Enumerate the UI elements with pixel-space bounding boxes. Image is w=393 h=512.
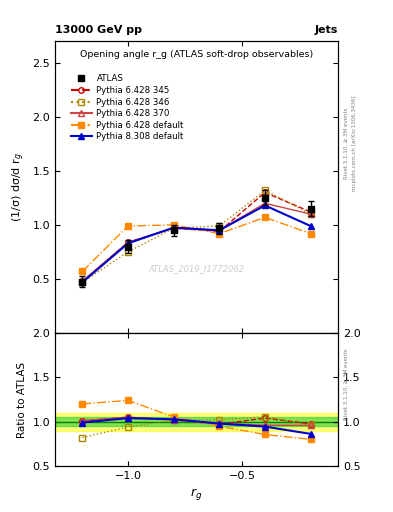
Y-axis label: (1/σ) dσ/d r$_g$: (1/σ) dσ/d r$_g$ [11,152,27,222]
Text: Rivet 3.1.10, ≥ 3M events: Rivet 3.1.10, ≥ 3M events [344,348,349,420]
Bar [55,417,338,426]
Bar [55,413,338,431]
X-axis label: r$_g$: r$_g$ [190,486,203,502]
Text: 13000 GeV pp: 13000 GeV pp [55,25,142,35]
Text: Rivet 3.1.10, ≥ 3M events: Rivet 3.1.10, ≥ 3M events [344,108,349,179]
Legend: ATLAS, Pythia 6.428 345, Pythia 6.428 346, Pythia 6.428 370, Pythia 6.428 defaul: ATLAS, Pythia 6.428 345, Pythia 6.428 34… [71,74,184,141]
Text: Jets: Jets [315,25,338,35]
Text: Opening angle r_g (ATLAS soft-drop observables): Opening angle r_g (ATLAS soft-drop obser… [80,50,313,59]
Text: mcplots.cern.ch [arXiv:1306.3436]: mcplots.cern.ch [arXiv:1306.3436] [352,96,357,191]
Text: ATLAS_2019_I1772062: ATLAS_2019_I1772062 [149,264,244,273]
Y-axis label: Ratio to ATLAS: Ratio to ATLAS [17,361,27,438]
